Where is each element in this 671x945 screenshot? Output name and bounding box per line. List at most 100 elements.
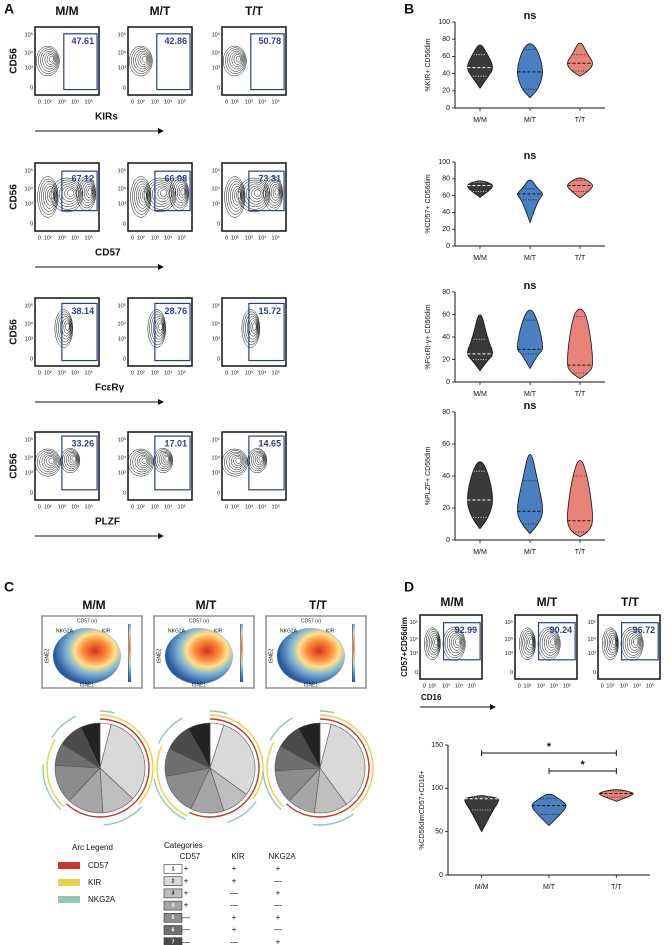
contour bbox=[453, 636, 462, 649]
y-tick-label: 10⁵ bbox=[212, 437, 220, 444]
y-tick-label: 10⁵ bbox=[25, 303, 33, 310]
marker-arc bbox=[99, 710, 115, 714]
contour bbox=[153, 448, 174, 474]
contour bbox=[139, 54, 148, 65]
tsne-y-label: tSNE2 bbox=[268, 649, 274, 664]
y-axis-label: CD56 bbox=[9, 184, 20, 210]
annotation: ns bbox=[524, 10, 537, 22]
contour bbox=[176, 184, 187, 201]
y-tick-label: 10³ bbox=[505, 651, 513, 657]
y-tick-label: 0 bbox=[415, 670, 418, 676]
contour bbox=[252, 322, 257, 331]
y-tick-label: 0 bbox=[217, 86, 220, 92]
x-tick-label: 0 bbox=[601, 683, 604, 689]
contour bbox=[258, 456, 263, 462]
contour bbox=[265, 178, 283, 209]
contour bbox=[155, 449, 173, 472]
x-tick-label: 10² bbox=[231, 504, 239, 510]
contour bbox=[62, 449, 80, 472]
category-sign: + bbox=[276, 864, 281, 873]
marker-arc bbox=[226, 716, 264, 800]
category-id: 5 bbox=[172, 915, 175, 921]
x-tick-label: M/T bbox=[524, 255, 537, 262]
x-tick-label: 10⁵ bbox=[85, 234, 93, 241]
contour bbox=[38, 47, 59, 74]
contour bbox=[427, 631, 440, 656]
plot-frame bbox=[127, 431, 193, 501]
marker-arc bbox=[188, 811, 226, 818]
contour bbox=[53, 179, 82, 210]
contour bbox=[130, 176, 152, 218]
tsne-title: CD57 (v) bbox=[189, 618, 209, 624]
marker-arc bbox=[266, 742, 275, 772]
contour bbox=[158, 322, 163, 331]
gate-value: 47.61 bbox=[72, 36, 95, 46]
contour bbox=[254, 453, 265, 466]
contour bbox=[43, 454, 57, 468]
contour bbox=[235, 457, 242, 464]
genotype-header: T/T bbox=[621, 595, 640, 609]
x-tick-label: 10² bbox=[231, 99, 239, 105]
y-axis-label: %FcεRI-γ+ CD56dim bbox=[425, 304, 432, 369]
contour bbox=[434, 638, 438, 646]
marker-arc bbox=[157, 777, 188, 817]
contour bbox=[54, 309, 74, 348]
y-tick-label: 10⁴ bbox=[118, 49, 127, 56]
y-tick-label: 10⁵ bbox=[212, 168, 220, 175]
y-tick-label: 40 bbox=[442, 473, 450, 480]
contour bbox=[226, 451, 246, 473]
gate bbox=[154, 435, 191, 491]
violin bbox=[517, 43, 543, 99]
category-sign: + bbox=[232, 925, 237, 934]
violin bbox=[567, 308, 593, 380]
marker-arc bbox=[99, 714, 114, 718]
violin bbox=[517, 179, 543, 224]
x-tick-label: 10⁵ bbox=[85, 369, 93, 376]
x-tick-label: 10² bbox=[231, 235, 239, 241]
x-tick-label: 10⁴ bbox=[164, 98, 173, 105]
pie-slice bbox=[187, 722, 211, 769]
x-tick-label: 10² bbox=[44, 370, 52, 376]
tsne-label: KIR bbox=[326, 628, 335, 634]
y-tick-label: 10⁴ bbox=[212, 454, 221, 461]
y-tick-label: 10³ bbox=[212, 336, 220, 342]
contour bbox=[139, 456, 149, 466]
contour bbox=[272, 186, 280, 199]
x-tick-label: 10² bbox=[137, 99, 145, 105]
y-tick-label: 0 bbox=[30, 86, 33, 92]
y-tick-label: 10⁴ bbox=[118, 454, 127, 461]
legend-swatch bbox=[58, 862, 80, 869]
contour bbox=[43, 183, 56, 209]
category-sign: — bbox=[182, 913, 190, 922]
contour bbox=[550, 638, 556, 646]
x-tick-label: M/M bbox=[473, 117, 487, 124]
y-tick-label: 10³ bbox=[212, 201, 220, 207]
y-tick-label: 0 bbox=[446, 243, 450, 250]
contour bbox=[631, 636, 640, 649]
contour bbox=[225, 47, 246, 74]
category-sign: + bbox=[184, 889, 189, 898]
tsne-title: CD57 (v) bbox=[77, 618, 97, 624]
contour bbox=[240, 179, 269, 210]
violin bbox=[517, 309, 543, 370]
tsne-x-label: tSNE1 bbox=[192, 682, 207, 688]
contour bbox=[622, 628, 643, 659]
plot-frame bbox=[221, 162, 287, 232]
pie-slice bbox=[209, 724, 256, 795]
annotation: ns bbox=[524, 280, 537, 292]
contour bbox=[444, 628, 465, 659]
plot-frame bbox=[127, 162, 193, 232]
y-tick-label: 0 bbox=[217, 222, 220, 228]
marker-arc bbox=[269, 717, 293, 741]
category-sign: + bbox=[184, 864, 189, 873]
contour bbox=[251, 450, 266, 470]
y-tick-label: 0 bbox=[123, 86, 126, 92]
x-tick-label: 10⁵ bbox=[468, 682, 476, 689]
x-tick-label: 10³ bbox=[58, 235, 66, 241]
contour bbox=[525, 634, 534, 651]
x-tick-label: 0 bbox=[423, 683, 426, 689]
contour bbox=[141, 55, 147, 63]
x-tick-label: 10⁴ bbox=[455, 682, 464, 689]
contour bbox=[42, 50, 57, 70]
contour bbox=[234, 188, 242, 203]
